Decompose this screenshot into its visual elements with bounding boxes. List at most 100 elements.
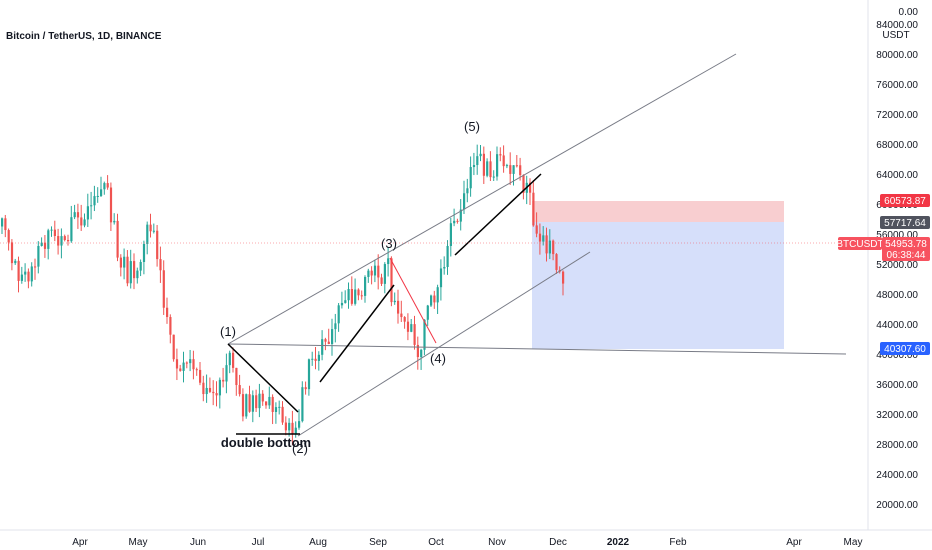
wave-1-2-line[interactable] [227, 343, 299, 413]
neckline[interactable] [227, 343, 847, 355]
candle-body [205, 387, 208, 395]
candle-body [159, 259, 162, 271]
candle-body [156, 230, 159, 260]
candle-body [499, 154, 502, 156]
candle-body [169, 317, 172, 335]
candle-body [208, 387, 212, 392]
candle-body [284, 422, 287, 431]
candle-body [126, 256, 129, 284]
chart-title: Bitcoin / TetherUS, 1D, BINANCE [6, 31, 162, 42]
candle-body [93, 196, 96, 206]
time-tick-label: Jul [252, 537, 265, 548]
time-tick-label: Apr [786, 537, 802, 548]
candle-body [248, 394, 251, 412]
symbol-price-tag[interactable] [882, 237, 930, 261]
candle-body [37, 245, 40, 267]
candle-body [34, 266, 37, 268]
candle-body [202, 382, 205, 395]
candle-body [50, 229, 53, 231]
wave-label-3: (3) [381, 236, 397, 251]
channel-upper-line[interactable] [227, 53, 737, 345]
candle-body [60, 236, 63, 246]
candle-body [519, 165, 522, 176]
candle-body [70, 217, 73, 242]
candle-body [63, 236, 66, 241]
channel-lower-line[interactable] [297, 251, 591, 437]
price-tick-label: 24000.00 [876, 470, 918, 481]
stop-loss-tag[interactable] [880, 194, 930, 207]
candle-body [535, 225, 538, 234]
candle-body [222, 379, 225, 382]
candle-body [83, 219, 86, 226]
candle-body [496, 154, 499, 177]
candle-body [255, 395, 258, 409]
price-tick-label: 36000.00 [876, 380, 918, 391]
target-tag[interactable] [880, 342, 930, 355]
candle-body [453, 220, 456, 224]
candle-body [390, 258, 393, 303]
price-tick-label: 20000.00 [876, 500, 918, 511]
candle-body [532, 192, 535, 226]
candle-body [443, 266, 446, 269]
candle-body [469, 167, 472, 189]
entry-tag[interactable] [880, 216, 930, 229]
symbol-name: BTCUSDT [836, 239, 883, 250]
candle-body [449, 223, 452, 246]
candle-body [377, 265, 380, 278]
candle-body [199, 369, 202, 383]
candle-body [383, 264, 386, 284]
candle-body [212, 391, 215, 394]
time-tick-label: Jun [190, 537, 206, 548]
time-tick-label: Oct [428, 537, 444, 548]
candle-body [522, 175, 525, 193]
symbol-name-tag[interactable] [838, 237, 882, 250]
candle-body [393, 300, 396, 303]
candle-body [251, 395, 254, 412]
candle-body [192, 359, 195, 370]
time-axis[interactable]: Apr May Jun Jul Aug Sep Oct Nov Dec 2022 Feb Apr May [72, 537, 862, 548]
candle-body [420, 349, 423, 358]
candle-body [43, 242, 47, 249]
candle-body [109, 187, 113, 223]
entry-value: 57717.64 [884, 218, 926, 229]
candle-body [265, 401, 268, 406]
candle-body [10, 242, 14, 264]
reward-zone[interactable] [532, 222, 784, 349]
candle-body [430, 295, 433, 306]
time-tick-label: Feb [669, 537, 687, 548]
candle-body [529, 182, 532, 193]
candle-body [17, 260, 20, 281]
time-tick-label: Apr [72, 537, 88, 548]
wave-4-5-line[interactable] [454, 173, 542, 256]
candle-body [486, 161, 489, 176]
candle-body [416, 344, 419, 358]
time-tick-label: Sep [369, 537, 387, 548]
price-tick-label: 76000.00 [876, 80, 918, 91]
candle-body [149, 224, 152, 232]
price-tick-label: 80000.00 [876, 50, 918, 61]
candle-body [400, 313, 403, 318]
candle-body [133, 261, 136, 279]
candle-body [357, 289, 360, 296]
candle-body [235, 367, 238, 386]
candle-body [373, 265, 377, 276]
candle-body [433, 295, 436, 303]
candles-layer [1, 144, 565, 446]
wave-2-3-line[interactable] [319, 284, 395, 383]
candle-body [327, 341, 330, 344]
wave-3-4-line[interactable] [389, 257, 437, 344]
target-value: 40307.60 [884, 344, 926, 355]
wave-label-1: (1) [220, 324, 236, 339]
candle-body [4, 218, 7, 231]
symbol-price-value: 54953.78 [885, 239, 927, 250]
candle-body [146, 224, 149, 244]
candle-body [423, 319, 426, 350]
candle-body [96, 195, 99, 197]
candle-body [189, 359, 192, 364]
candle-body [436, 287, 439, 303]
risk-zone[interactable] [532, 201, 784, 222]
candle-body [106, 183, 109, 188]
candle-body [175, 359, 179, 369]
